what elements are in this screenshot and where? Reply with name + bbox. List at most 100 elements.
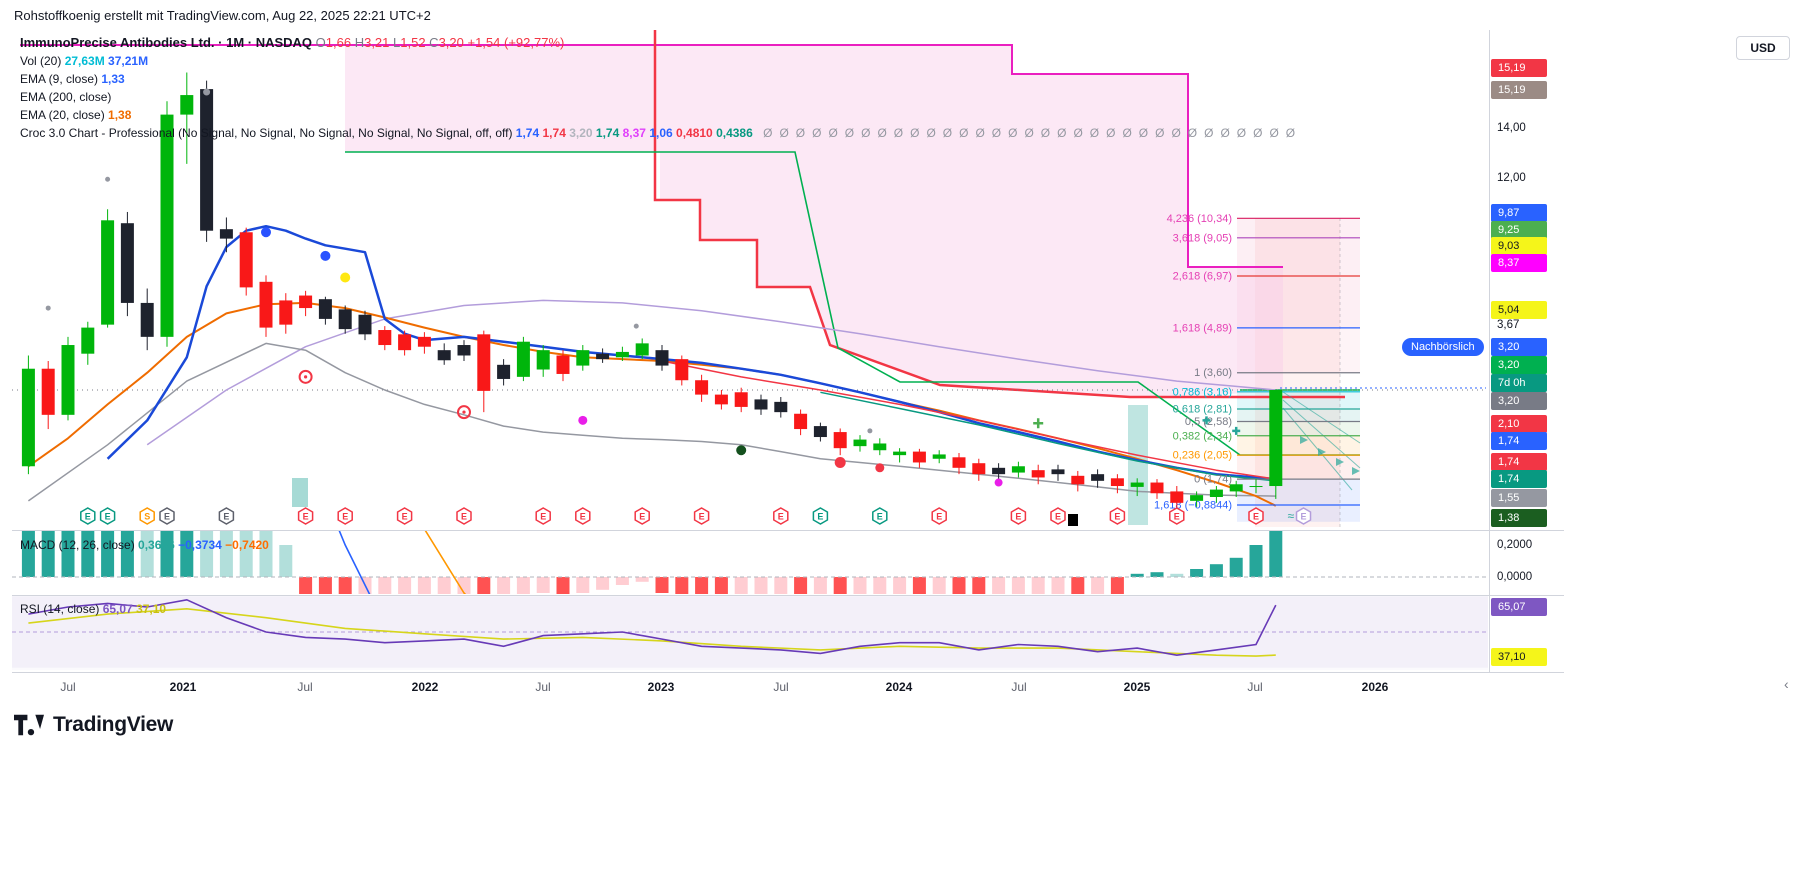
time-axis-label: 2025 [1123, 680, 1151, 694]
candle-body [140, 302, 154, 337]
earnings-badge [1295, 507, 1312, 525]
fib-band [1237, 327, 1360, 373]
candle-body [338, 309, 352, 330]
time-axis-label: Jul [535, 680, 551, 694]
macd-bar [516, 577, 530, 594]
macd-bar [952, 577, 966, 594]
macd-bar [477, 577, 491, 594]
legend-text: C [425, 35, 439, 50]
macd-bar [160, 531, 174, 577]
candle-body [1130, 482, 1144, 487]
legend-text: 65,07 [99, 602, 133, 616]
rsi-pane [12, 596, 1488, 668]
macd-bar [259, 531, 273, 577]
macd-bar [219, 531, 233, 577]
timeline-collapse-chevron[interactable]: ‹ [1784, 676, 1789, 692]
symbol-legend[interactable]: ImmunoPrecise Antibodies Ltd. · 1M · NAS… [20, 34, 1302, 142]
candle-body [1170, 491, 1184, 503]
fib-band [1237, 391, 1360, 409]
earnings-badge [535, 507, 551, 525]
legend-row[interactable]: Croc 3.0 Chart - Professional (No Signal… [20, 124, 1302, 142]
candle-body [952, 457, 966, 468]
signal-markers [45, 88, 1360, 487]
candle-body [734, 392, 748, 407]
legend-text: ImmunoPrecise Antibodies Ltd. · 1M · NAS… [20, 35, 313, 50]
macd-bar [576, 577, 590, 593]
legend-row[interactable]: EMA (200, close) [20, 88, 1302, 106]
candle-body [1190, 495, 1204, 501]
legend-text: RSI (14, close) [20, 602, 100, 616]
highlight-band-2025 [1128, 405, 1148, 525]
candle-body [497, 364, 511, 379]
teal-arrow-marker [1352, 467, 1360, 475]
fib-band [1237, 408, 1360, 422]
macd-bar [437, 577, 451, 594]
legend-row[interactable]: ImmunoPrecise Antibodies Ltd. · 1M · NAS… [20, 34, 1302, 52]
legend-text: Vol (20) [20, 54, 62, 68]
legend-text: L [389, 35, 401, 50]
earnings-badge [931, 507, 947, 525]
currency-button[interactable]: USD [1736, 36, 1790, 60]
signal-dot [105, 176, 111, 182]
time-axis-label: Jul [1011, 680, 1027, 694]
volume-spike-band [292, 478, 308, 507]
fib-label: 1,618 (−0,8844) [1154, 500, 1232, 512]
signal-dot [340, 272, 351, 283]
candle-body [21, 368, 35, 467]
fib-band [1237, 421, 1360, 436]
macd-bar [853, 577, 867, 594]
attribution-text: Rohstoffkoenig erstellt mit TradingView.… [14, 8, 431, 23]
split-badge [139, 507, 155, 525]
earnings-badge [80, 507, 96, 525]
candle-body [219, 229, 233, 239]
candle-body [398, 334, 412, 351]
candle-body [774, 401, 788, 413]
svg-text:E: E [1174, 512, 1180, 522]
svg-text:E: E [936, 512, 942, 522]
approx-symbol: ≈ [1288, 509, 1295, 523]
teal-fan-2 [1282, 399, 1361, 469]
candle-body [1051, 469, 1065, 475]
candle-body [516, 341, 530, 377]
earnings-badge [1050, 507, 1066, 525]
svg-text:E: E [540, 512, 546, 522]
event-badges: E E S E E E E E E E E E E E E E E E E E E E ≈ E [80, 507, 1312, 525]
earnings-badge [159, 507, 175, 525]
candle-body [101, 220, 115, 325]
fib-band [1237, 218, 1360, 328]
signal-dot [994, 478, 1003, 487]
legend-row[interactable]: Vol (20) 27,63M 37,21M [20, 52, 1302, 70]
legend-row[interactable]: EMA (20, close) 1,38 [20, 106, 1302, 124]
legend-text: O [312, 35, 326, 50]
rsi-legend[interactable]: RSI (14, close) 65,07 37,10 [20, 600, 166, 618]
svg-text:E: E [639, 512, 645, 522]
svg-text:E: E [1253, 512, 1259, 522]
candle-body [318, 299, 332, 319]
candle-body [358, 314, 372, 335]
time-axis-label: 2022 [411, 680, 439, 694]
macd-bar [754, 577, 768, 594]
fib-band [1237, 455, 1360, 480]
macd-legend[interactable]: MACD (12, 26, close) 0,3686 −0,3734 −0,7… [20, 536, 269, 554]
legend-row[interactable]: EMA (9, close) 1,33 [20, 70, 1302, 88]
candle-body [378, 330, 392, 346]
candle-body [160, 114, 174, 337]
svg-text:E: E [85, 512, 91, 522]
legend-text: 1,74 [512, 126, 540, 140]
fib-label: 2,618 (6,97) [1173, 271, 1232, 283]
legend-text: 1,33 [98, 72, 125, 86]
time-axis[interactable]: Jul 2021 Jul 2022 Jul 2023 Jul 2024 Jul 2025 Jul 20… [0, 676, 1804, 698]
tradingview-logo[interactable]: TradingView [14, 712, 173, 738]
magenta-upper-band [20, 44, 1283, 268]
svg-text:E: E [817, 512, 823, 522]
legend-text: 0,3686 [134, 538, 175, 552]
macd-bar [21, 531, 35, 577]
macd-bar [1190, 569, 1204, 577]
legend-row[interactable]: RSI (14, close) 65,07 37,10 [20, 600, 166, 618]
candle-body [259, 281, 273, 328]
legend-row[interactable]: MACD (12, 26, close) 0,3686 −0,3734 −0,7… [20, 536, 269, 554]
fib-label: 1,618 (4,89) [1173, 322, 1232, 334]
macd-bar [813, 577, 827, 594]
candle-body [813, 426, 827, 438]
